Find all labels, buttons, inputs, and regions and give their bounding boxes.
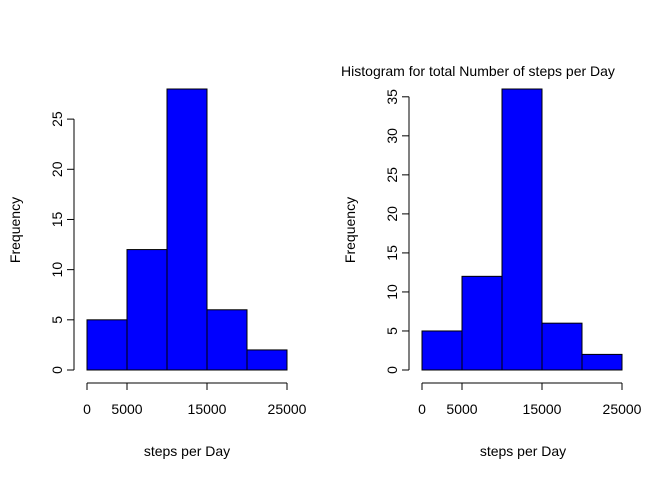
- right-y-axis: 0 5 10 15 20 25 30 35: [384, 89, 410, 374]
- histogram-left: 0 5000 15000 25000 0 5 10 15 20 25 steps per Day…: [7, 88, 307, 459]
- histogram-bar: [126, 249, 168, 371]
- x-tick-label: 15000: [188, 401, 227, 417]
- right-chart-title: Histogram for total Number of steps per …: [341, 63, 615, 79]
- histogram-bar: [461, 275, 503, 371]
- y-tick-label: 15: [49, 211, 65, 227]
- left-bars: [86, 88, 288, 371]
- left-x-axis: 0 5000 15000 25000: [83, 382, 307, 417]
- x-tick-label: 15000: [523, 401, 562, 417]
- y-tick-label: 10: [49, 262, 65, 278]
- histogram-right: Histogram for total Number of steps per …: [341, 63, 642, 459]
- x-tick-label: 0: [83, 401, 91, 417]
- y-tick-label: 15: [384, 245, 400, 261]
- y-tick-label: 35: [384, 89, 400, 105]
- histogram-bar: [581, 353, 623, 371]
- y-tick-label: 5: [384, 327, 400, 335]
- y-tick-label: 25: [49, 111, 65, 127]
- histogram-bar: [206, 309, 248, 371]
- x-tick-label: 5000: [111, 401, 142, 417]
- histogram-bar: [501, 88, 543, 371]
- y-tick-label: 10: [384, 284, 400, 300]
- x-tick-label: 0: [418, 401, 426, 417]
- left-y-axis: 0 5 10 15 20 25: [49, 111, 75, 374]
- histogram-bar: [246, 349, 288, 371]
- y-tick-label: 0: [384, 366, 400, 374]
- y-tick-label: 25: [384, 167, 400, 183]
- y-tick-label: 20: [384, 206, 400, 222]
- y-tick-label: 0: [49, 366, 65, 374]
- histogram-bar: [166, 88, 208, 371]
- y-tick-label: 5: [49, 316, 65, 324]
- left-x-axis-title: steps per Day: [144, 443, 230, 459]
- y-tick-label: 20: [49, 161, 65, 177]
- x-tick-label: 5000: [446, 401, 477, 417]
- y-tick-label: 30: [384, 128, 400, 144]
- right-bars: [421, 88, 623, 371]
- histogram-bar: [86, 319, 128, 371]
- histogram-bar: [421, 330, 463, 371]
- left-y-axis-title: Frequency: [7, 197, 23, 263]
- right-x-axis: 0 5000 15000 25000: [418, 382, 642, 417]
- histogram-bar: [541, 322, 583, 371]
- right-y-axis-title: Frequency: [342, 197, 358, 263]
- x-tick-label: 25000: [603, 401, 642, 417]
- x-tick-label: 25000: [268, 401, 307, 417]
- right-x-axis-title: steps per Day: [480, 443, 566, 459]
